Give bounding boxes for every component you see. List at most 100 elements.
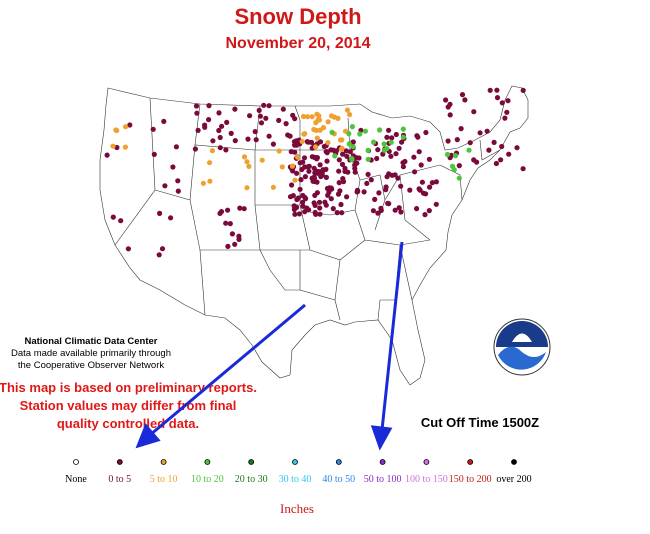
station-dot	[443, 97, 449, 103]
station-dot	[429, 180, 435, 186]
station-dot	[362, 128, 368, 134]
station-dot	[209, 148, 215, 154]
station-dot	[244, 159, 250, 165]
disclaimer-line: This map is based on preliminary reports…	[0, 380, 257, 395]
station-dot	[206, 103, 212, 109]
legend-units: Inches	[280, 501, 314, 516]
station-dot	[493, 160, 499, 167]
legend-swatch	[292, 459, 298, 465]
station-dot	[302, 164, 308, 170]
station-dot	[314, 111, 320, 117]
station-dot	[276, 148, 282, 154]
legend-label: 50 to 100	[364, 474, 402, 485]
station-dot	[168, 215, 174, 221]
station-dot	[113, 127, 119, 133]
station-dot	[347, 112, 353, 118]
station-dot	[344, 153, 350, 159]
station-dot	[345, 169, 351, 175]
legend-label: 30 to 40	[279, 474, 312, 485]
station-dot	[400, 164, 406, 170]
arrows	[135, 241, 404, 451]
station-dot	[122, 144, 128, 150]
station-dot	[294, 196, 300, 203]
station-dot	[232, 138, 238, 144]
station-dot	[344, 107, 351, 113]
legend-label: None	[65, 474, 87, 485]
station-dot	[477, 130, 483, 136]
station-dot	[352, 165, 358, 172]
station-dot	[400, 126, 406, 132]
credit-line: Data made available primarily through	[11, 348, 171, 359]
station-dot	[261, 102, 267, 108]
legend-label: over 200	[496, 474, 531, 485]
station-dot	[494, 87, 500, 93]
station-dot	[365, 147, 371, 153]
station-dot	[315, 170, 321, 176]
station-dot	[384, 174, 390, 180]
station-dot	[445, 138, 451, 144]
station-dot	[350, 144, 356, 150]
station-dot	[419, 179, 425, 185]
cutoff: Cut Off Time 1500Z	[421, 415, 539, 430]
station-dot	[427, 184, 433, 190]
legend-label: 10 to 20	[191, 474, 224, 485]
station-dot	[407, 187, 413, 193]
station-dot	[192, 146, 198, 152]
station-dot	[314, 190, 320, 196]
station-dot	[393, 151, 399, 157]
station-dot	[223, 147, 229, 153]
station-dot	[322, 199, 328, 205]
station-dot	[340, 176, 346, 182]
station-dot	[426, 156, 432, 162]
station-dot	[246, 163, 252, 169]
station-dot	[280, 106, 286, 112]
station-dot	[257, 113, 263, 119]
station-dot	[259, 157, 265, 163]
station-dot	[462, 97, 468, 103]
station-dot	[486, 147, 492, 153]
station-dot	[365, 171, 371, 177]
station-dot	[302, 174, 308, 180]
station-dot	[312, 178, 318, 185]
station-dot	[381, 141, 387, 147]
station-dot	[392, 207, 398, 213]
station-dot	[332, 153, 338, 159]
station-dot	[301, 131, 307, 137]
station-dot	[315, 117, 321, 123]
station-dot	[334, 210, 340, 216]
station-dot	[400, 134, 406, 140]
station-dot	[252, 129, 258, 135]
station-dot	[236, 233, 242, 239]
station-dot	[339, 137, 345, 143]
station-dot	[349, 157, 355, 163]
station-dot	[313, 127, 319, 133]
legend: None 0 to 5 5 to 10 10 to 20 20 to 30 30 to 4…	[65, 459, 532, 485]
station-dot	[422, 212, 428, 218]
station-dot	[378, 205, 384, 211]
station-dot	[317, 211, 323, 217]
station-dot	[321, 143, 327, 150]
station-dot	[258, 120, 265, 126]
station-dot	[426, 208, 432, 214]
station-dot	[329, 129, 335, 135]
station-dot	[159, 246, 166, 252]
station-dot	[296, 211, 302, 217]
station-dot	[414, 206, 420, 212]
station-dot	[195, 127, 201, 133]
station-dot	[173, 144, 179, 150]
station-dot	[266, 103, 272, 109]
station-dot	[340, 151, 346, 157]
station-dot	[225, 207, 231, 213]
station-dot	[292, 211, 298, 217]
station-dot	[123, 124, 129, 130]
station-dot	[344, 194, 350, 200]
station-dot	[294, 170, 300, 176]
station-dot	[324, 158, 330, 164]
station-dot	[217, 210, 223, 216]
station-dot	[223, 220, 229, 226]
station-dot	[444, 151, 451, 158]
station-dot	[376, 190, 382, 196]
station-dot	[505, 98, 511, 104]
station-dot	[384, 134, 390, 140]
station-dot	[499, 143, 505, 150]
